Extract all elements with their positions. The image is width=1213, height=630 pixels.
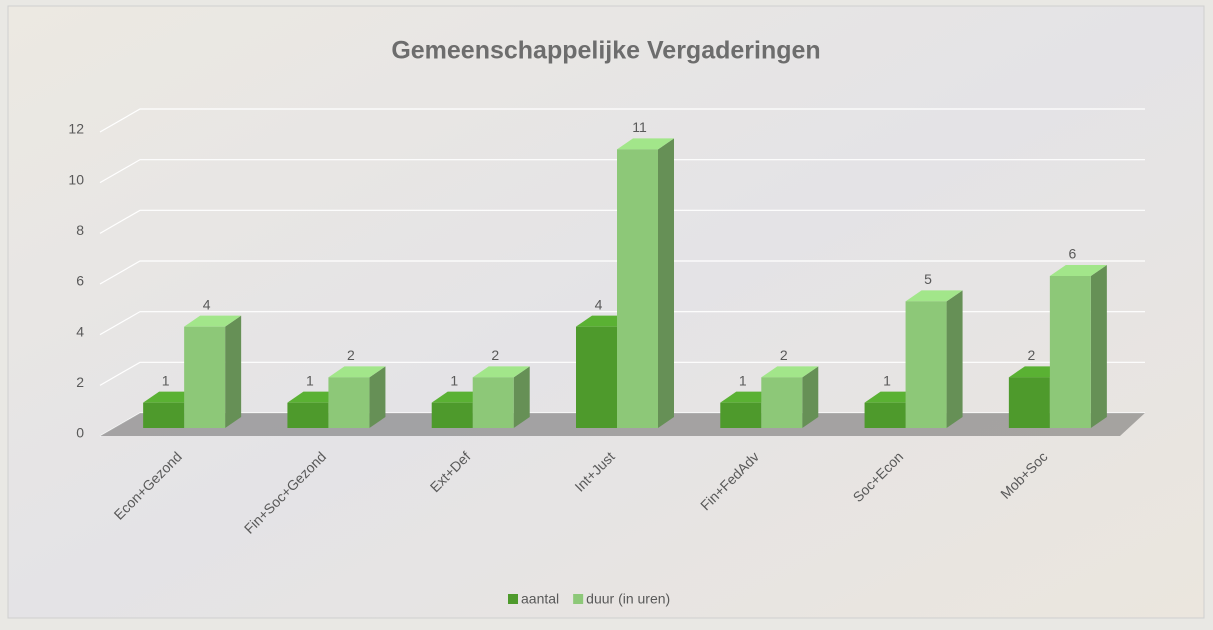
bar — [328, 366, 386, 428]
bar-front — [184, 326, 226, 428]
data-label: 2 — [1027, 347, 1035, 363]
data-label: 1 — [306, 372, 314, 388]
bar-front — [1008, 377, 1050, 428]
bar-front — [761, 377, 803, 428]
bar — [617, 138, 674, 429]
y-tick-label: 4 — [76, 323, 84, 339]
bar-side — [946, 290, 963, 428]
bar-front — [720, 402, 762, 428]
bar-front — [431, 402, 473, 428]
y-tick-label: 10 — [68, 171, 84, 187]
bar-front — [328, 377, 370, 428]
bar-side — [802, 366, 819, 428]
bar — [905, 290, 963, 428]
bar-top — [905, 290, 963, 302]
bar-top — [761, 366, 819, 378]
data-label: 11 — [632, 119, 647, 135]
bar-front — [905, 301, 947, 428]
legend-swatch — [573, 594, 584, 604]
bar-top — [184, 315, 242, 327]
grid-line — [99, 159, 1145, 184]
bar-side — [658, 138, 674, 429]
bar-side — [369, 366, 386, 428]
bar-front — [287, 402, 329, 428]
bar-top — [328, 366, 386, 378]
bar-top — [472, 366, 530, 378]
data-label: 2 — [491, 347, 499, 363]
data-label: 1 — [450, 372, 458, 388]
legend-label: duur (in uren) — [586, 591, 670, 607]
grid-line — [99, 311, 1145, 336]
bar-top — [617, 138, 674, 150]
y-tick-label: 12 — [68, 121, 84, 137]
grid-line — [99, 108, 1145, 133]
data-label: 2 — [347, 347, 355, 363]
data-label: 5 — [924, 271, 932, 287]
bar-front — [576, 326, 617, 428]
grid-line — [99, 361, 1145, 386]
bar-front — [617, 149, 658, 429]
chart-title: Gemeenschappelijke Vergaderingen — [391, 37, 820, 65]
y-tick-label: 6 — [76, 273, 84, 289]
data-label: 4 — [595, 296, 603, 312]
bar — [472, 366, 530, 428]
data-label: 2 — [780, 347, 788, 363]
data-label: 1 — [883, 372, 891, 388]
legend-swatch — [508, 594, 518, 604]
bar — [1049, 265, 1107, 428]
bar-front — [864, 402, 906, 428]
bar-front — [1049, 276, 1091, 428]
grid-line — [99, 209, 1145, 234]
bar — [761, 366, 819, 428]
bar-top — [1049, 265, 1107, 276]
y-tick-label: 8 — [76, 222, 84, 238]
bar-front — [472, 377, 514, 428]
data-label: 1 — [162, 372, 170, 388]
bar-side — [1090, 265, 1107, 428]
bar-front — [143, 402, 185, 428]
y-tick-label: 0 — [76, 425, 84, 441]
bar-side — [513, 366, 530, 428]
data-label: 1 — [739, 372, 747, 388]
data-label: 6 — [1068, 246, 1076, 262]
grid-line — [99, 260, 1145, 285]
bar — [184, 315, 242, 428]
y-tick-label: 2 — [76, 374, 84, 390]
legend-label: aantal — [521, 591, 559, 607]
bar-side — [225, 315, 242, 428]
data-label: 4 — [203, 296, 211, 312]
